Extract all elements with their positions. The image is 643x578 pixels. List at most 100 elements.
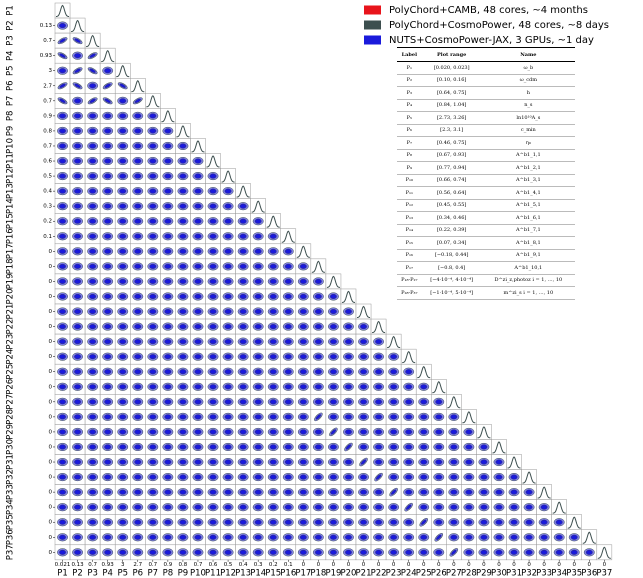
contour-inner [89,309,96,314]
contour-inner [239,489,247,495]
contour-inner [284,474,292,480]
contour-inner [149,414,157,420]
contour-inner [254,218,262,224]
contour-inner [179,549,187,555]
contour-inner [269,248,277,254]
contour-inner [465,504,473,510]
y-tick-label: 0 [49,354,53,360]
contour-inner [164,369,172,375]
contour-inner [164,203,172,209]
x-axis-label: P35 [566,568,582,578]
contour-inner [465,459,473,465]
contour-inner [375,519,382,525]
table-row: P₁₁ [0.56, 0.64] A^b1_4,1 [397,186,575,200]
contour-inner [89,429,96,435]
contour-inner [269,504,277,510]
contour-inner [149,309,157,314]
contour-inner [315,294,322,299]
contour-inner [495,489,503,495]
contour-inner [209,369,217,375]
contour-inner [209,309,217,314]
contour-inner [194,474,202,480]
y-axis-label: P5 [6,65,16,76]
contour-inner [149,278,157,284]
contour-inner [299,549,307,555]
contour-inner [59,263,66,269]
table-row: P₁₈-P₂₇ [−4·10⁻⁴, 4·10⁻⁴] D^zi_z,photoz i … [397,274,575,287]
contour-inner [104,504,112,510]
contour-inner [179,399,187,405]
contour-inner [119,113,127,119]
contour-inner [149,474,157,480]
contour-inner [450,429,458,435]
table-cell: [0.07, 0.34] [421,236,482,250]
contour-inner [435,504,443,510]
contour-inner [390,414,397,420]
contour-inner [254,384,262,390]
contour-inner [480,444,488,450]
contour-inner [345,444,352,450]
x-tick-label: 0 [512,562,516,568]
contour-inner [375,504,382,510]
x-tick-label: 0 [467,562,471,568]
contour-inner [149,429,157,435]
contour-inner [74,233,81,239]
contour-inner [74,519,81,525]
contour-inner [224,354,232,360]
contour-inner [420,489,428,495]
x-tick-label: 0 [392,562,396,568]
contour-inner [315,414,321,420]
contour-inner [194,188,202,194]
contour-inner [74,263,81,269]
x-axis-label: P10 [190,568,206,578]
x-tick-label: 2.7 [133,562,142,568]
y-tick-label: 2.7 [43,83,52,89]
y-tick-label: 0.5 [43,174,52,180]
contour-inner [59,294,66,299]
x-axis-label: P30 [491,568,507,578]
contour-inner [59,173,66,179]
table-row: P₁₂ [0.45, 0.55] A^b1_5,1 [397,199,575,212]
contour-inner [89,459,96,465]
y-tick-label: 0 [49,399,53,405]
contour-inner [254,278,262,284]
contour-inner [390,354,397,360]
contour-inner [284,549,292,555]
contour-inner [435,489,443,495]
contour-inner [224,218,232,224]
contour-inner [134,489,142,495]
contour-inner [239,248,247,254]
y-axis-label: P18 [6,258,16,274]
contour-inner [209,474,217,480]
contour-inner [450,489,458,495]
contour-inner [194,489,202,495]
contour-inner [119,128,127,134]
y-axis-label: P35 [6,514,16,530]
contour-inner [299,309,307,314]
y-tick-label: 0 [49,520,53,526]
contour-inner [540,549,548,555]
x-tick-label: 0 [302,562,306,568]
y-tick-label: 0 [49,550,53,556]
contour-inner [134,294,142,299]
contour-inner [59,113,66,119]
contour-inner [164,218,172,224]
y-tick-label: 0 [49,264,53,270]
contour-inner [89,188,96,194]
x-axis-label: P22 [371,568,387,578]
contour-inner [239,309,247,314]
x-axis-label: P16 [280,568,296,578]
x-tick-label: 0.7 [194,562,203,568]
contour-inner [299,489,307,495]
x-axis-label: P33 [536,568,552,578]
contour-inner [74,294,81,299]
contour-inner [119,399,127,405]
table-cell: P₈ [397,149,422,162]
contour-inner [89,143,96,149]
table-cell: P₁₀ [397,174,422,187]
contour-inner [495,534,503,540]
contour-inner [209,414,217,420]
table-cell: D^zi_z,photoz i = 1, …, 10 [481,274,575,287]
contour-inner [59,203,66,209]
contour-inner [134,399,142,405]
